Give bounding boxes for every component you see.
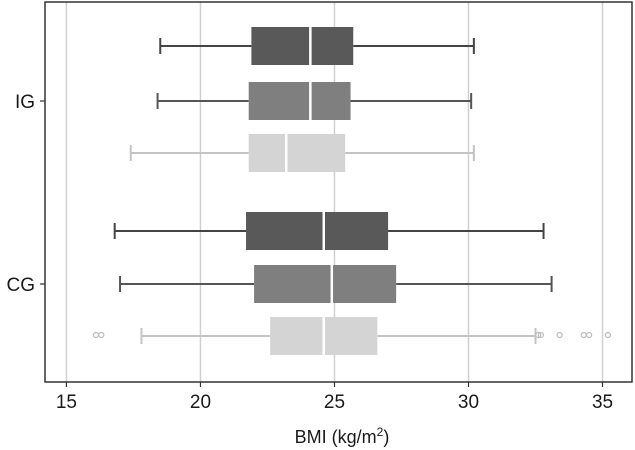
outlier-point — [556, 331, 563, 339]
y-axis-categories: IG CG — [7, 92, 45, 296]
box-iqr — [254, 265, 397, 303]
x-axis-title-end: ) — [383, 427, 389, 447]
box-cg-2 — [119, 265, 553, 303]
box-ig-3 — [129, 134, 475, 172]
outlier-point — [92, 331, 100, 339]
plot-frame — [44, 1, 633, 383]
box-cg-3 — [92, 317, 611, 355]
outlier-point — [535, 331, 542, 339]
box-iqr — [251, 27, 354, 65]
category-label: IG — [15, 92, 35, 113]
x-tick-label: 20 — [190, 392, 211, 413]
x-tick-label: 25 — [324, 392, 345, 413]
x-tick-label: 35 — [592, 392, 613, 413]
outlier-point — [580, 331, 587, 339]
box-ig-1 — [159, 27, 475, 65]
x-axis-ticks: 15 20 25 30 35 — [56, 382, 613, 413]
x-axis-title-main: BMI (kg/m — [295, 427, 377, 447]
x-tick-label: 15 — [56, 392, 77, 413]
box-iqr — [246, 212, 389, 250]
boxes — [92, 27, 611, 355]
x-tick-label: 30 — [458, 392, 479, 413]
box-cg-1 — [113, 212, 545, 250]
box-iqr — [248, 134, 346, 172]
outlier-point — [537, 331, 544, 339]
x-axis-title-superscript: 2 — [377, 425, 384, 439]
gridlines — [65, 2, 604, 382]
x-axis-title: BMI (kg/m2) — [295, 425, 390, 447]
outlier-point — [98, 331, 105, 339]
outlier-point — [586, 331, 593, 339]
box-iqr — [248, 82, 351, 120]
box-ig-2 — [156, 82, 473, 120]
category-label: CG — [7, 275, 36, 296]
outlier-point — [604, 331, 611, 339]
